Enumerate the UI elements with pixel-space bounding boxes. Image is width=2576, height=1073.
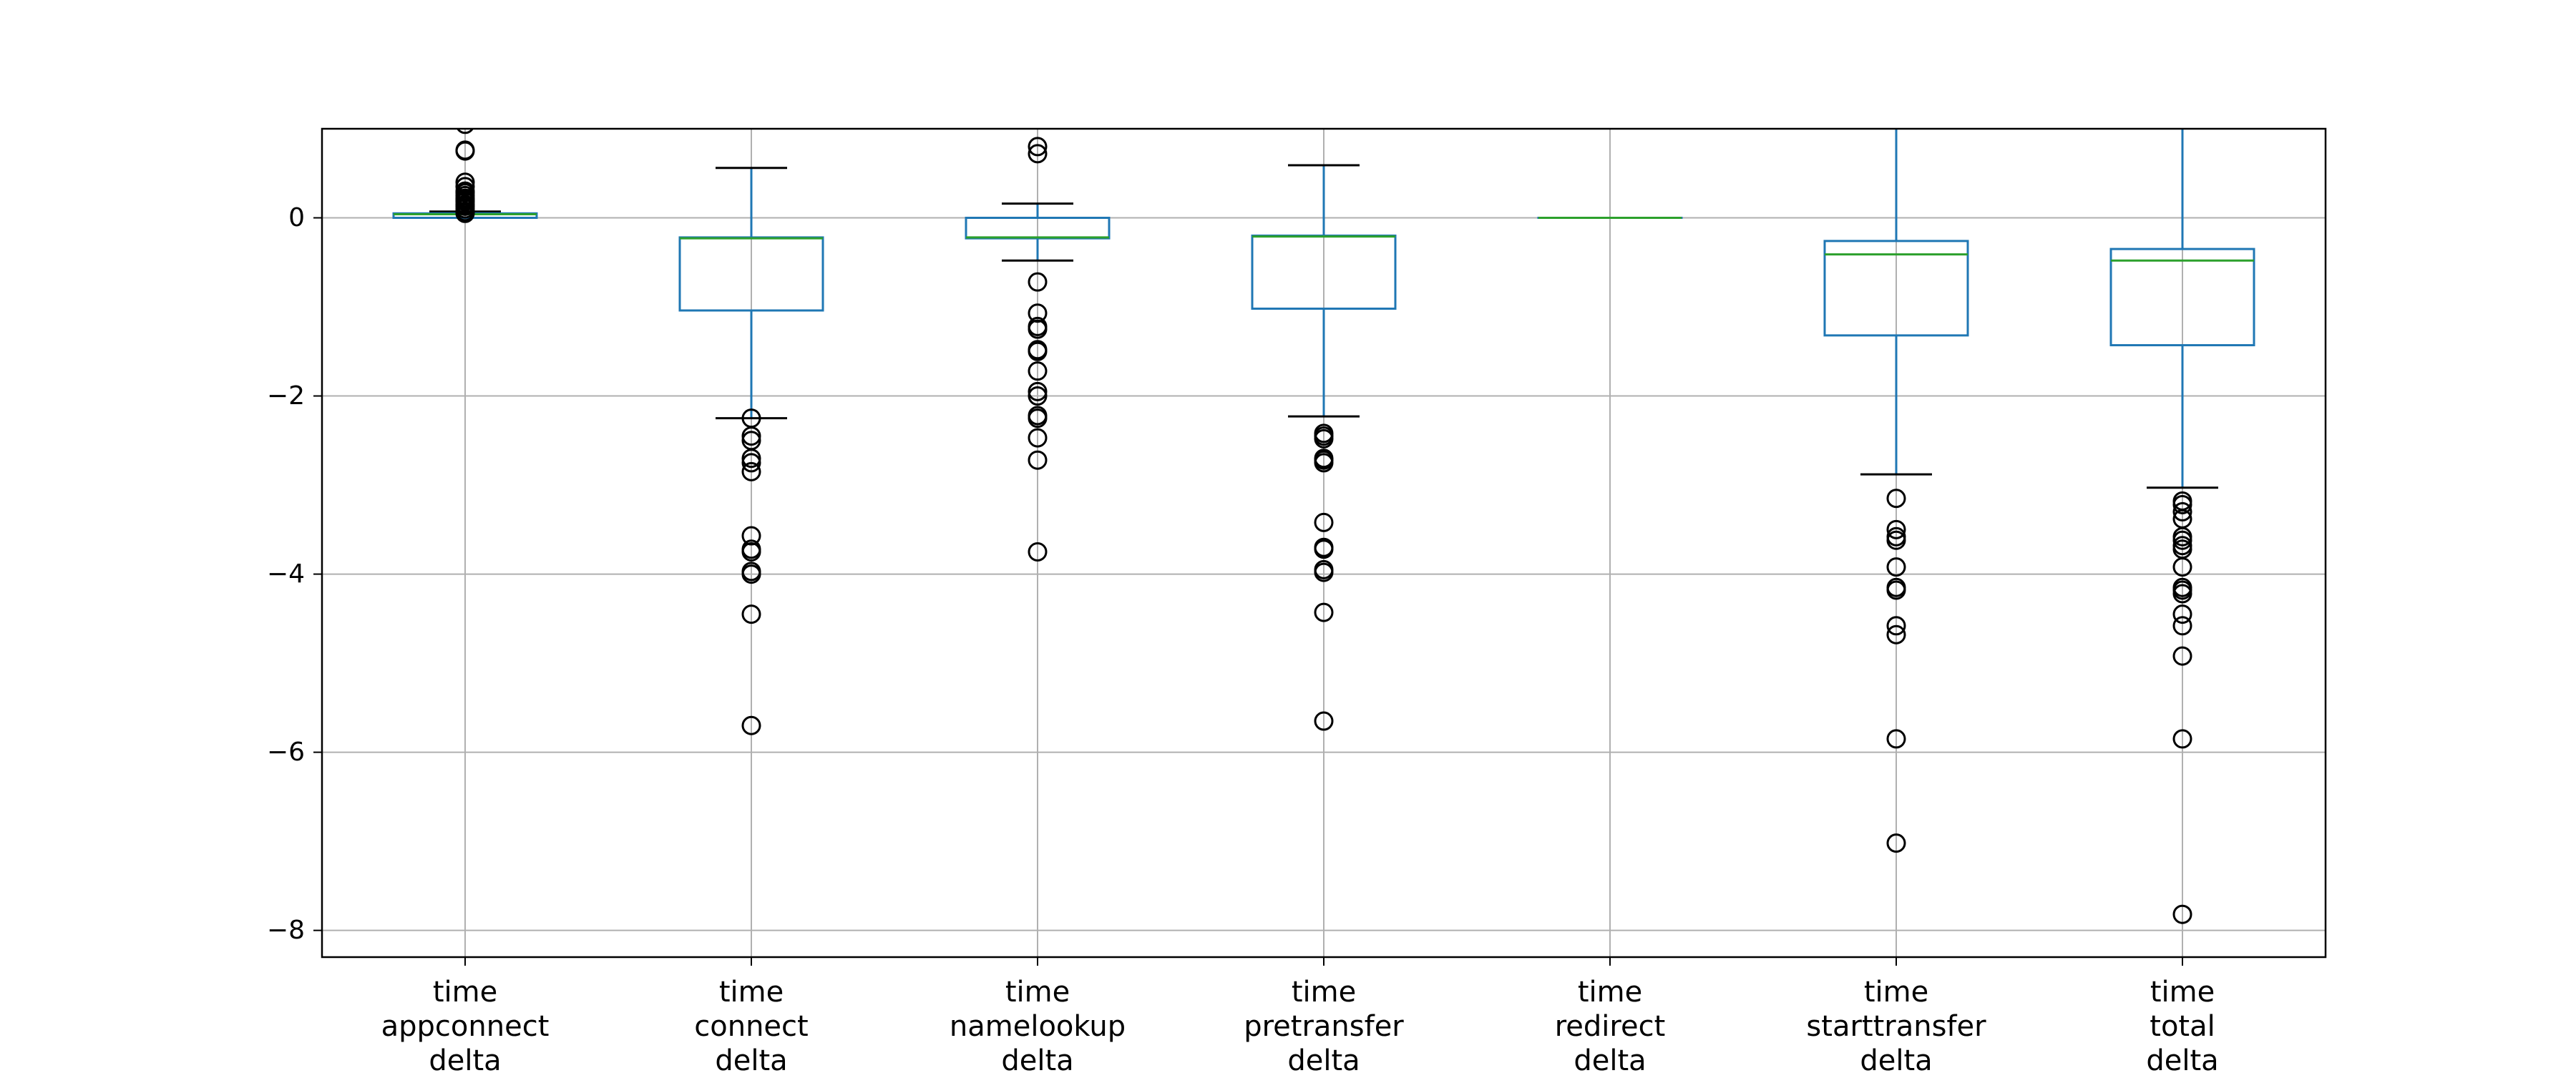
outlier-point xyxy=(1314,602,1334,622)
outlier-point xyxy=(457,129,474,134)
outlier-point xyxy=(2172,904,2192,924)
x-tick-label: delta xyxy=(429,1044,501,1073)
box-group xyxy=(965,137,1111,562)
box-group xyxy=(1823,129,1969,853)
outlier-point xyxy=(1028,319,1048,339)
outlier-point xyxy=(2172,501,2192,521)
outlier-point xyxy=(741,461,761,481)
outlier-point xyxy=(1886,580,1906,600)
outlier-point xyxy=(741,526,761,546)
outlier-point xyxy=(1028,144,1048,164)
outlier-point xyxy=(1028,408,1048,428)
x-tick-label: time xyxy=(1005,976,1070,1009)
outlier-point xyxy=(741,564,761,584)
box xyxy=(2109,248,2255,347)
outlier-point xyxy=(1314,562,1334,582)
y-tick-label: 0 xyxy=(288,203,305,232)
x-tick-label: time xyxy=(719,976,784,1009)
outlier-point xyxy=(2172,616,2192,636)
outlier-point xyxy=(1886,833,1906,853)
outlier-point xyxy=(2172,729,2192,749)
x-tick-label: connect xyxy=(694,1010,808,1043)
y-tick-label: −8 xyxy=(267,916,305,945)
outlier-point xyxy=(1314,428,1334,449)
outlier-point xyxy=(1028,450,1048,470)
y-tick-label: −6 xyxy=(267,738,305,767)
outlier-point xyxy=(1886,624,1906,645)
x-tick-label: delta xyxy=(1001,1044,1073,1073)
outlier-point xyxy=(1028,381,1048,401)
outlier-point xyxy=(2172,557,2192,577)
x-tick-label: delta xyxy=(1574,1044,1646,1073)
outlier-point xyxy=(1886,530,1906,550)
x-tick-label: time xyxy=(2150,976,2215,1009)
outlier-point xyxy=(1028,272,1048,292)
outlier-point xyxy=(455,177,475,197)
x-tick-label: appconnect xyxy=(381,1010,550,1043)
outlier-point xyxy=(741,542,761,562)
x-tick-label: delta xyxy=(2146,1044,2218,1073)
outlier-point xyxy=(455,172,475,192)
x-tick-label: time xyxy=(1292,976,1356,1009)
outlier-point xyxy=(2172,646,2192,666)
outlier-point xyxy=(1314,512,1334,532)
box-group xyxy=(2109,129,2255,924)
x-tick-label: delta xyxy=(715,1044,787,1073)
outlier-point xyxy=(1314,711,1334,731)
outlier-point xyxy=(1886,557,1906,577)
outlier-point xyxy=(1028,341,1048,361)
outlier-point xyxy=(741,715,761,735)
outlier-point xyxy=(2172,530,2192,550)
outlier-point xyxy=(1028,386,1048,406)
x-tick-label: time xyxy=(1864,976,1928,1009)
outlier-point xyxy=(741,453,761,473)
outlier-point xyxy=(1886,489,1906,509)
box xyxy=(1823,240,1969,337)
x-tick-label: time xyxy=(1578,976,1642,1009)
outlier-point xyxy=(1314,539,1334,559)
outlier-point xyxy=(1028,303,1048,323)
y-tick-label: −2 xyxy=(267,381,305,411)
box-group xyxy=(1251,164,1397,731)
outlier-point xyxy=(741,449,761,469)
x-tick-label: starttransfer xyxy=(1806,1010,1986,1043)
outlier-point xyxy=(741,604,761,624)
outlier-point xyxy=(1886,616,1906,636)
x-tick-label: delta xyxy=(1287,1044,1360,1073)
outlier-point xyxy=(1028,428,1048,448)
x-tick-label: namelookup xyxy=(950,1010,1126,1043)
x-tick-label: total xyxy=(2150,1010,2215,1043)
outlier-point xyxy=(1028,542,1048,562)
box-group xyxy=(392,129,538,223)
outlier-point xyxy=(455,140,475,160)
x-axis: timeappconnectdeltatimeconnectdeltatimen… xyxy=(381,957,2219,1073)
x-tick-label: time xyxy=(433,976,497,1009)
y-axis: 0 −2 −4 −6 −8 xyxy=(267,203,322,945)
outlier-point xyxy=(1028,137,1048,157)
plot-area xyxy=(392,129,2255,924)
outlier-point xyxy=(1028,361,1048,381)
x-tick-label: pretransfer xyxy=(1244,1010,1404,1043)
box-group xyxy=(678,167,824,735)
outlier-point xyxy=(2172,584,2192,604)
outlier-point xyxy=(2172,494,2192,514)
y-tick-label: −4 xyxy=(267,559,305,589)
outlier-point xyxy=(741,426,761,446)
x-tick-label: redirect xyxy=(1555,1010,1666,1043)
outlier-point xyxy=(1314,453,1334,473)
outlier-point xyxy=(455,181,475,201)
x-tick-label: delta xyxy=(1860,1044,1932,1073)
outlier-point xyxy=(2172,604,2192,624)
outlier-point xyxy=(1886,519,1906,539)
outlier-point xyxy=(1886,729,1906,749)
